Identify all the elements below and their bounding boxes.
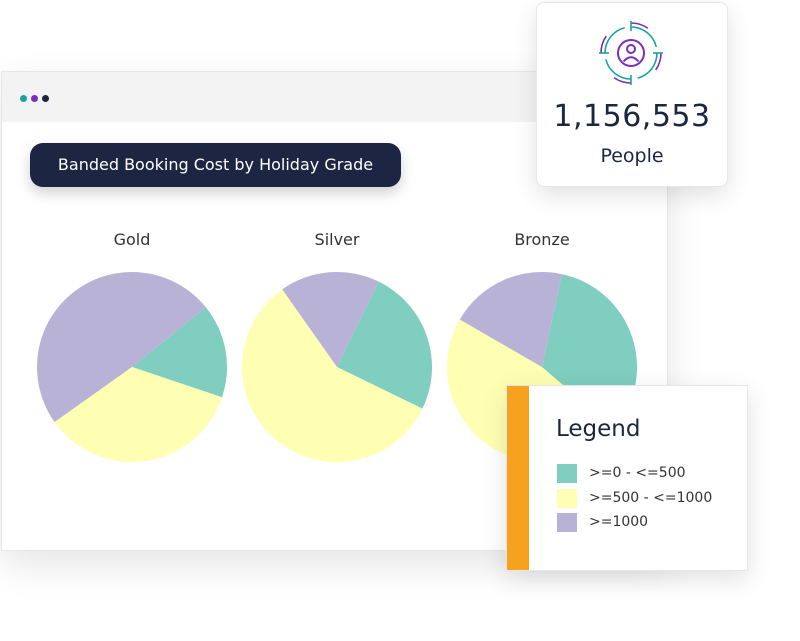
legend-card: Legend >=0 - <=500 >=500 - <=1000 >=1000 bbox=[506, 385, 748, 571]
pie-chart-gold bbox=[36, 271, 227, 462]
legend-label-low: >=0 - <=500 bbox=[589, 465, 686, 481]
pie-slice-bronze-high[interactable] bbox=[459, 272, 562, 367]
pie-title-silver: Silver bbox=[314, 230, 360, 249]
window-dot-teal[interactable] bbox=[20, 95, 27, 102]
pie-slice-silver-high[interactable] bbox=[282, 272, 379, 367]
legend-label-mid: >=500 - <=1000 bbox=[589, 490, 713, 506]
pie-slice-gold-low[interactable] bbox=[132, 307, 227, 398]
pie-slice-silver-mid[interactable] bbox=[242, 289, 423, 462]
window-dot-purple[interactable] bbox=[31, 95, 38, 102]
people-count: 1,156,553 bbox=[553, 99, 711, 134]
user-target-icon bbox=[599, 21, 663, 85]
pie-slice-silver-low[interactable] bbox=[337, 281, 432, 409]
legend-swatch-high bbox=[557, 513, 577, 532]
pie-slice-gold-high[interactable] bbox=[36, 271, 206, 423]
legend-swatch-mid bbox=[557, 489, 577, 508]
legend-label-high: >=1000 bbox=[589, 514, 649, 530]
chart-title: Banded Booking Cost by Holiday Grade bbox=[30, 143, 401, 187]
legend-title: Legend bbox=[556, 416, 641, 442]
pie-slice-gold-mid[interactable] bbox=[54, 367, 223, 462]
pie-title-bronze: Bronze bbox=[514, 230, 570, 249]
legend-accent-bar bbox=[507, 386, 529, 570]
legend-swatch-low bbox=[557, 464, 577, 483]
people-label: People bbox=[600, 145, 664, 167]
pie-chart-silver bbox=[242, 272, 432, 462]
pie-title-gold: Gold bbox=[113, 230, 151, 249]
people-stat-card: 1,156,553 People bbox=[536, 2, 728, 187]
window-dot-navy[interactable] bbox=[42, 95, 49, 102]
